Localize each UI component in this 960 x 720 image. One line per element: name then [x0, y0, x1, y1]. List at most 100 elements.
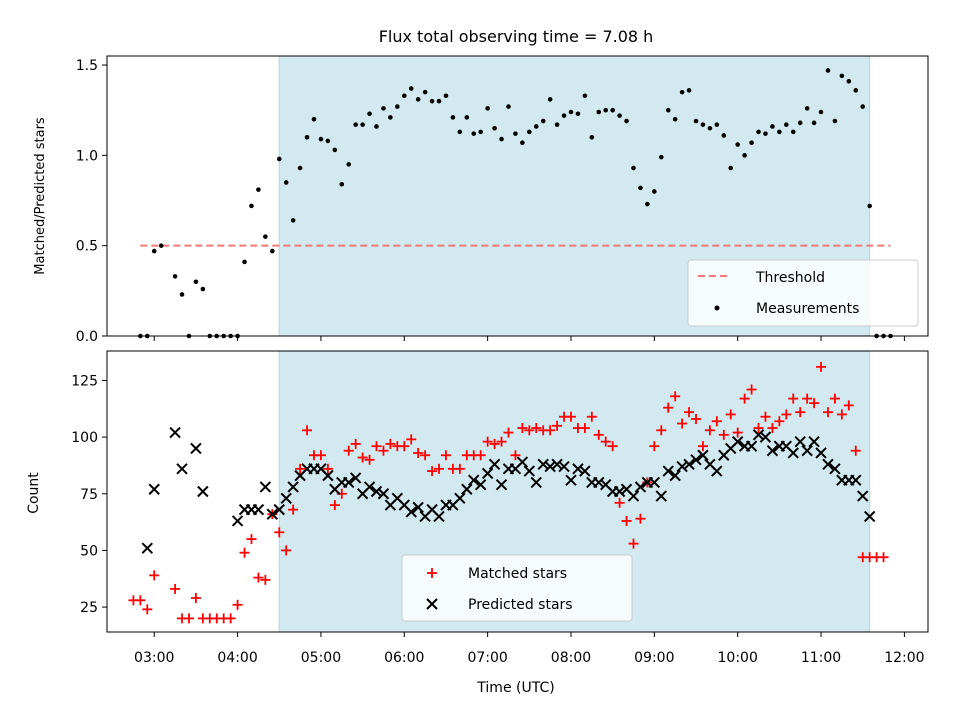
matched-star-point — [322, 463, 333, 474]
measurement-point — [332, 147, 338, 153]
predicted-star-point — [683, 458, 695, 471]
measurement-point — [867, 203, 872, 209]
matched-star-point — [850, 445, 861, 456]
measurement-point — [193, 279, 199, 285]
matched-stars-points — [128, 361, 889, 624]
x-tick-label: 05:00 — [301, 650, 341, 666]
measurement-point — [860, 104, 866, 109]
matched-star-point — [385, 438, 396, 449]
matched-star-point — [843, 400, 854, 411]
measurement-point — [610, 107, 615, 113]
measurement-point — [450, 115, 456, 120]
predicted-star-point — [613, 485, 626, 498]
matched-star-point — [406, 434, 417, 445]
x-tick-label: 12:00 — [884, 650, 924, 666]
measurement-point — [464, 115, 470, 120]
measurement-point — [790, 129, 796, 135]
predicted-star-point — [697, 449, 709, 461]
matched-star-point — [760, 411, 771, 422]
matched-star-point — [454, 463, 465, 474]
predicted-star-point — [148, 483, 160, 495]
predicted-star-point — [516, 456, 529, 468]
top-y-tick-label: 1.0 — [76, 148, 98, 164]
matched-star-point — [142, 604, 153, 615]
measurement-point — [735, 142, 740, 147]
matched-star-point — [399, 441, 410, 452]
measurement-point — [276, 156, 282, 162]
predicted-star-point — [544, 460, 556, 473]
matched-star-point — [607, 441, 618, 452]
matched-star-point — [746, 384, 757, 395]
predicted-star-point — [349, 472, 362, 484]
matched-star-point — [531, 423, 542, 434]
predicted-star-point — [863, 510, 876, 523]
matched-star-point — [295, 463, 306, 474]
measurement-point — [568, 109, 574, 115]
matched-star-point — [183, 613, 194, 624]
x-tick-label: 04:00 — [217, 650, 257, 666]
matched-star-point — [413, 447, 424, 458]
predicted-star-point — [530, 476, 542, 489]
matched-star-point — [718, 429, 729, 440]
measurement-point — [339, 181, 345, 187]
predicted-star-point — [857, 490, 869, 502]
matched-star-point — [260, 574, 271, 585]
matched-star-point — [586, 411, 597, 422]
legend-predicted-swatch — [426, 598, 438, 610]
matched-star-point — [684, 407, 695, 418]
matched-star-point — [579, 423, 590, 434]
predicted-star-point — [815, 447, 827, 459]
legend-matched-swatch — [427, 568, 437, 578]
measurement-point — [763, 131, 768, 136]
measurement-point — [443, 93, 449, 99]
matched-star-point — [656, 425, 667, 436]
measurement-point — [249, 203, 254, 209]
measurement-point — [777, 129, 782, 135]
predicted-star-point — [495, 478, 508, 491]
predicted-star-point — [474, 478, 487, 491]
predicted-star-point — [731, 435, 744, 448]
measurement-point — [575, 111, 581, 117]
predicted-star-point — [655, 490, 667, 502]
measurement-point — [353, 122, 358, 127]
measurement-point — [172, 274, 178, 279]
predicted-star-point — [343, 476, 355, 489]
measurement-point — [679, 89, 685, 95]
matched-star-point — [510, 450, 521, 461]
matched-star-point — [816, 361, 827, 372]
measurement-point — [513, 131, 518, 136]
measurement-point — [700, 122, 706, 127]
predicted-star-point — [377, 488, 390, 500]
predicted-star-point — [593, 476, 605, 489]
bottom-y-axis-label: Count — [26, 472, 42, 514]
matched-star-point — [704, 425, 715, 436]
predicted-star-point — [231, 515, 244, 527]
legend-predicted-label: Predicted stars — [468, 597, 573, 613]
predicted-star-point — [752, 429, 765, 441]
top-x-ticks — [153, 336, 905, 341]
predicted-star-point — [322, 469, 334, 482]
predicted-star-point — [850, 474, 862, 486]
matched-star-point — [670, 391, 681, 402]
measurement-point — [436, 98, 442, 104]
measurement-point — [485, 106, 490, 111]
matched-star-point — [774, 416, 785, 427]
matched-star-point — [822, 407, 833, 418]
measurement-point — [395, 104, 400, 109]
measurement-point — [617, 113, 622, 118]
measurement-point — [158, 243, 164, 248]
top-y-tick-label: 0.5 — [76, 239, 98, 255]
measurement-point — [318, 136, 324, 142]
matched-star-point — [496, 436, 507, 447]
measurement-point — [846, 78, 852, 84]
matched-star-point — [239, 547, 250, 558]
predicted-star-point — [405, 506, 417, 518]
predicted-star-point — [481, 467, 494, 480]
predicted-star-point — [197, 485, 209, 498]
x-tick-label: 11:00 — [801, 650, 841, 666]
measurement-point — [693, 118, 699, 124]
predicted-star-point — [176, 463, 188, 475]
measurement-point — [658, 154, 664, 160]
measurement-point — [270, 248, 275, 254]
measurement-point — [179, 292, 185, 297]
